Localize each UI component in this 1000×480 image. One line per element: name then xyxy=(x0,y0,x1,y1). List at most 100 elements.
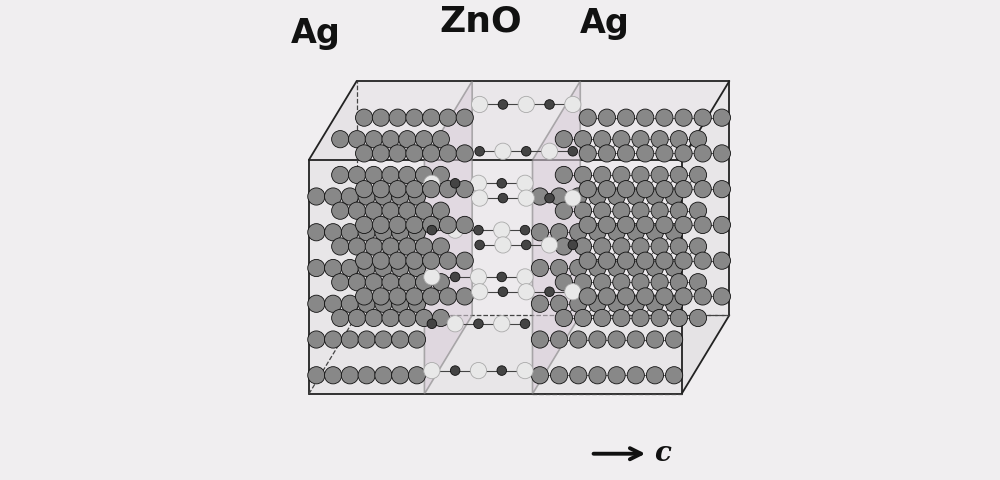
Circle shape xyxy=(423,109,440,126)
Circle shape xyxy=(375,224,392,241)
Circle shape xyxy=(450,366,460,375)
Circle shape xyxy=(372,252,389,269)
Circle shape xyxy=(617,180,635,198)
Circle shape xyxy=(517,175,533,192)
Circle shape xyxy=(456,145,473,162)
Circle shape xyxy=(579,252,596,269)
Circle shape xyxy=(637,180,654,198)
Circle shape xyxy=(713,109,730,126)
Circle shape xyxy=(670,238,687,255)
Circle shape xyxy=(389,216,406,234)
Circle shape xyxy=(594,131,611,148)
Circle shape xyxy=(675,109,692,126)
Circle shape xyxy=(656,180,673,198)
Circle shape xyxy=(608,367,625,384)
Circle shape xyxy=(565,96,581,113)
Circle shape xyxy=(517,362,533,379)
Circle shape xyxy=(694,180,711,198)
Circle shape xyxy=(694,252,711,269)
Circle shape xyxy=(325,295,342,312)
Circle shape xyxy=(447,222,463,238)
Circle shape xyxy=(308,295,325,312)
Circle shape xyxy=(555,274,572,291)
Text: Ag: Ag xyxy=(580,7,630,40)
Circle shape xyxy=(666,188,683,205)
Circle shape xyxy=(545,193,554,203)
Circle shape xyxy=(372,288,389,305)
Text: Ag: Ag xyxy=(291,17,341,50)
Circle shape xyxy=(382,202,399,219)
Circle shape xyxy=(574,274,592,291)
Circle shape xyxy=(627,367,644,384)
Circle shape xyxy=(617,109,635,126)
Circle shape xyxy=(570,331,587,348)
Circle shape xyxy=(551,224,568,241)
Circle shape xyxy=(518,284,534,300)
Circle shape xyxy=(372,145,389,162)
Circle shape xyxy=(520,225,530,235)
Circle shape xyxy=(439,288,457,305)
Circle shape xyxy=(408,367,426,384)
Circle shape xyxy=(651,202,668,219)
Circle shape xyxy=(689,131,707,148)
Circle shape xyxy=(497,366,507,375)
Circle shape xyxy=(470,362,487,379)
Circle shape xyxy=(651,238,668,255)
Circle shape xyxy=(608,224,625,241)
Circle shape xyxy=(399,167,416,183)
Circle shape xyxy=(423,216,440,234)
Circle shape xyxy=(408,331,426,348)
Circle shape xyxy=(646,188,664,205)
Circle shape xyxy=(382,274,399,291)
Circle shape xyxy=(541,143,558,159)
Circle shape xyxy=(470,175,487,192)
Circle shape xyxy=(589,259,606,276)
Circle shape xyxy=(456,288,473,305)
Circle shape xyxy=(415,238,433,255)
Circle shape xyxy=(613,274,630,291)
Text: ZnO: ZnO xyxy=(440,4,522,38)
Circle shape xyxy=(358,331,375,348)
Circle shape xyxy=(497,272,507,282)
Circle shape xyxy=(646,367,664,384)
Circle shape xyxy=(551,188,568,205)
Circle shape xyxy=(518,96,534,113)
Circle shape xyxy=(375,259,392,276)
Circle shape xyxy=(439,109,457,126)
Polygon shape xyxy=(309,81,729,160)
Circle shape xyxy=(474,319,483,328)
Circle shape xyxy=(399,274,416,291)
Circle shape xyxy=(574,131,592,148)
Circle shape xyxy=(518,190,534,206)
Circle shape xyxy=(646,224,664,241)
Circle shape xyxy=(551,295,568,312)
Circle shape xyxy=(666,224,683,241)
Circle shape xyxy=(423,145,440,162)
Circle shape xyxy=(332,131,349,148)
Circle shape xyxy=(694,216,711,234)
Circle shape xyxy=(531,224,549,241)
Circle shape xyxy=(348,202,366,219)
Circle shape xyxy=(589,224,606,241)
Circle shape xyxy=(341,295,358,312)
Circle shape xyxy=(432,274,449,291)
Circle shape xyxy=(382,238,399,255)
Circle shape xyxy=(617,216,635,234)
Circle shape xyxy=(494,222,510,238)
Circle shape xyxy=(392,188,409,205)
Circle shape xyxy=(613,167,630,183)
Circle shape xyxy=(632,131,649,148)
Circle shape xyxy=(325,224,342,241)
Circle shape xyxy=(568,240,578,250)
Circle shape xyxy=(415,167,433,183)
Circle shape xyxy=(713,180,730,198)
Circle shape xyxy=(598,109,615,126)
Circle shape xyxy=(399,131,416,148)
Circle shape xyxy=(450,272,460,282)
Circle shape xyxy=(675,145,692,162)
Circle shape xyxy=(521,240,531,250)
Circle shape xyxy=(627,259,644,276)
Circle shape xyxy=(498,193,508,203)
Circle shape xyxy=(637,109,654,126)
Circle shape xyxy=(456,109,473,126)
